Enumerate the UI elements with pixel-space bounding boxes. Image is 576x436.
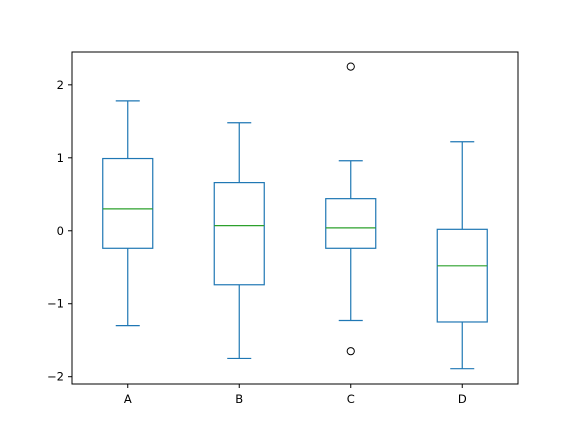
box-C	[325, 198, 377, 249]
x-tick-label: D	[458, 392, 467, 406]
y-tick-label: −2	[47, 370, 64, 384]
box-group-D	[436, 141, 488, 370]
box-A	[102, 157, 154, 249]
plot-frame	[71, 51, 519, 385]
box-group-A	[102, 100, 154, 327]
axis-layer: −2 −1 0 1 2 A B C D	[47, 51, 519, 406]
x-tick-label: B	[235, 392, 243, 406]
y-tick-label: 2	[57, 78, 64, 92]
y-tick-label: 0	[57, 224, 64, 238]
x-tick-label: A	[124, 392, 132, 406]
box-group-C	[325, 62, 377, 356]
box-D	[436, 228, 488, 323]
x-tick-label: C	[347, 392, 355, 406]
box-group-B	[213, 122, 265, 360]
y-tick-label: 1	[57, 151, 64, 165]
y-tick-label: −1	[47, 297, 64, 311]
plot-layer	[102, 62, 488, 370]
box-B	[213, 182, 265, 286]
flier-C-0	[346, 62, 355, 71]
flier-C-1	[346, 347, 355, 356]
